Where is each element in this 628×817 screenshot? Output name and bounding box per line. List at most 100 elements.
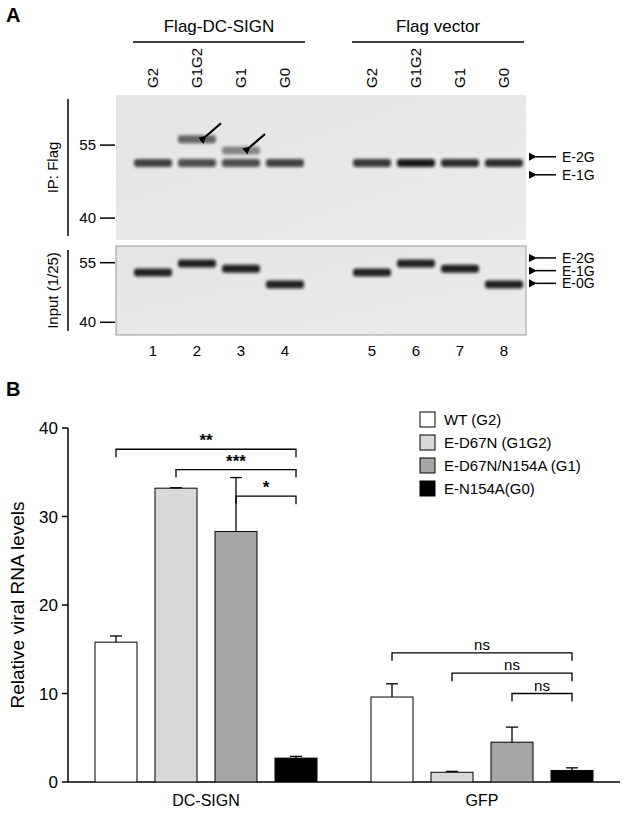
y-tick <box>62 516 68 518</box>
error-bar <box>110 636 122 642</box>
significance-bracket <box>392 653 572 661</box>
right-arrow <box>536 270 556 272</box>
legend-label: E-D67N (G1G2) <box>444 434 552 451</box>
lane-label: G1G2 <box>407 48 424 88</box>
error-bar <box>170 487 182 488</box>
group-line <box>352 41 524 43</box>
lane-label: G1 <box>451 68 468 88</box>
lane-number: 6 <box>412 342 420 359</box>
error-cap <box>230 477 242 478</box>
x-axis <box>68 781 620 783</box>
marker-label: 40 <box>79 313 96 330</box>
band <box>353 269 391 277</box>
band <box>134 269 172 277</box>
marker-label: 55 <box>79 136 96 153</box>
y-tick-label: 40 <box>39 419 58 438</box>
significance-bracket <box>116 449 296 457</box>
marker-tick <box>100 322 115 324</box>
bar <box>215 532 257 782</box>
band <box>134 159 172 167</box>
right-arrow <box>536 257 556 259</box>
band <box>222 265 260 273</box>
x-tick-label: GFP <box>466 792 499 809</box>
band <box>178 259 216 267</box>
lane-label: G1 <box>232 68 249 88</box>
right-arrow <box>536 283 556 285</box>
significance-label: ns <box>534 677 550 694</box>
band <box>485 281 523 289</box>
band <box>353 159 391 167</box>
group-label: Flag-DC-SIGN <box>164 17 275 36</box>
error-cap <box>170 487 182 488</box>
group-label: Flag vector <box>396 17 480 36</box>
lane-number: 5 <box>368 342 376 359</box>
band <box>266 159 304 167</box>
error-cap <box>506 726 518 727</box>
marker-tick <box>100 217 115 219</box>
right-label: E-1G <box>562 167 595 183</box>
y-tick-label: 0 <box>49 773 58 792</box>
y-tick <box>62 781 68 783</box>
figure: A Flag-DC-SIGN Flag vector G2 G1G2 G1 G0 G2 G1G2… <box>0 0 628 817</box>
legend-label: E-D67N/N154A (G1) <box>444 457 581 474</box>
bar <box>95 642 137 782</box>
band <box>397 259 435 267</box>
lane-label: G2 <box>144 68 161 88</box>
y-tick <box>62 427 68 429</box>
bar <box>371 697 413 782</box>
band <box>441 159 479 167</box>
band <box>441 265 479 273</box>
y-tick <box>62 604 68 606</box>
y-axis-label: Relative viral RNA levels <box>7 502 28 709</box>
band <box>397 159 435 167</box>
band <box>266 281 304 289</box>
marker-tick <box>100 144 115 146</box>
error-cap <box>110 635 122 636</box>
significance-label: ** <box>199 431 213 450</box>
y-tick <box>62 693 68 695</box>
error-line <box>115 636 116 642</box>
bar <box>155 488 197 782</box>
bands <box>134 259 523 288</box>
significance-label: *** <box>226 452 246 471</box>
lane-label: G1G2 <box>188 48 205 88</box>
band-arrow <box>250 134 265 147</box>
lane-number: 2 <box>193 342 201 359</box>
lane-label: G0 <box>495 68 512 88</box>
error-bar <box>230 478 242 532</box>
legend-swatch <box>420 481 435 496</box>
error-line <box>511 727 512 742</box>
panel-bracket <box>67 99 69 236</box>
bar <box>551 770 593 782</box>
error-bar <box>290 756 302 758</box>
lane-label: G0 <box>276 68 293 88</box>
lane-number: 1 <box>149 342 157 359</box>
right-arrow <box>536 174 556 176</box>
panel-bracket <box>67 250 69 331</box>
bar <box>491 742 533 782</box>
blot-panel: 5540IP: FlagE-2GE-1G <box>44 95 595 240</box>
error-cap <box>566 767 578 768</box>
legend-label: E-N154A(G0) <box>444 480 535 497</box>
lane-number: 4 <box>281 342 289 359</box>
significance-label: * <box>263 478 270 497</box>
error-bar <box>506 727 518 742</box>
right-label: E-2G <box>562 149 595 165</box>
error-cap <box>386 683 398 684</box>
legend: WT (G2)E-D67N (G1G2)E-D67N/N154A (G1)E-N… <box>420 411 581 497</box>
band <box>222 146 260 154</box>
error-line <box>391 684 392 697</box>
blot-background <box>116 95 526 240</box>
error-bar <box>446 771 458 773</box>
band <box>222 159 260 167</box>
marker-label: 40 <box>79 209 96 226</box>
y-tick-label: 20 <box>39 596 58 615</box>
panel-side-label: Input (1/25) <box>44 252 61 329</box>
error-cap <box>446 771 458 772</box>
right-arrow <box>536 156 556 158</box>
error-bar <box>566 768 578 771</box>
lane-number: 3 <box>237 342 245 359</box>
bands <box>134 135 523 167</box>
panel-label: A <box>6 4 20 26</box>
lane-label: G2 <box>363 68 380 88</box>
